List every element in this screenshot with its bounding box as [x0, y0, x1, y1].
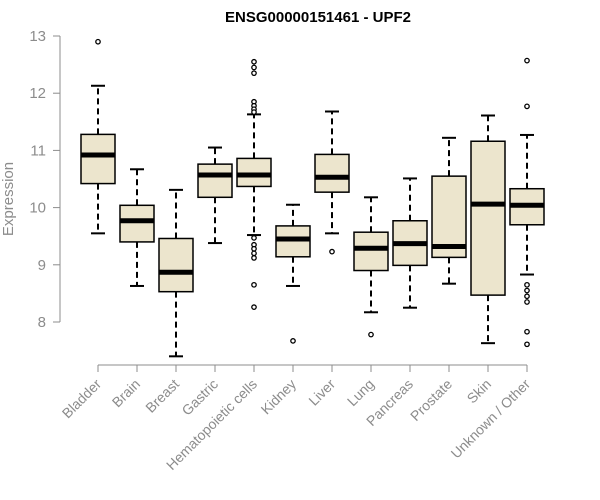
x-tick-label: Prostate — [407, 376, 455, 424]
box-kidney — [275, 203, 311, 344]
box-iqr — [431, 175, 467, 259]
outlier-point — [95, 38, 101, 45]
box-iqr — [197, 163, 233, 199]
box-prostate — [431, 136, 467, 285]
x-tick-label: Liver — [305, 376, 338, 409]
box-breast — [158, 188, 194, 358]
box-pancreas — [392, 177, 428, 309]
outlier-point — [251, 235, 257, 241]
box-unknown-other — [509, 57, 545, 348]
y-axis-label: Expression — [0, 162, 17, 236]
box-liver — [314, 110, 350, 255]
box-series — [80, 38, 545, 358]
y-tick-label: 9 — [38, 257, 46, 274]
box-iqr — [314, 153, 350, 193]
outlier-point — [524, 328, 530, 335]
chart-title: ENSG00000151461 - UPF2 — [225, 9, 411, 26]
outlier-point — [524, 103, 530, 110]
outlier-point — [524, 341, 530, 348]
box-lung — [353, 196, 389, 338]
box-iqr — [236, 157, 272, 188]
outlier-point — [524, 287, 530, 294]
box-iqr — [158, 237, 194, 293]
outlier-point — [251, 64, 257, 71]
outlier-point — [251, 109, 257, 115]
outlier-point — [524, 281, 530, 288]
box-iqr — [119, 204, 155, 243]
outlier-point — [251, 70, 257, 77]
outlier-point — [251, 245, 257, 252]
x-tick-label: Bladder — [59, 376, 105, 422]
x-tick-label: Breast — [142, 376, 182, 416]
box-hematopoietic-cells — [236, 58, 272, 310]
box-iqr — [353, 231, 389, 272]
outlier-point — [251, 281, 257, 288]
box-gastric — [197, 146, 233, 245]
outlier-point — [329, 248, 335, 255]
y-tick-label: 8 — [38, 314, 46, 331]
outlier-point — [251, 58, 257, 65]
y-axis: 8 9 10 11 12 13 — [29, 28, 61, 331]
y-tick-label: 13 — [29, 28, 46, 45]
x-tick-label: Skin — [464, 376, 495, 407]
outlier-point — [524, 57, 530, 64]
x-tick-label: Lung — [344, 376, 377, 409]
outlier-point — [251, 255, 257, 261]
box-iqr — [80, 133, 116, 185]
outlier-point — [251, 250, 257, 257]
outlier-point — [368, 331, 374, 338]
outlier-point — [524, 299, 530, 305]
x-tick-label: Kidney — [258, 376, 300, 418]
y-tick-label: 10 — [29, 200, 46, 217]
y-tick-label: 12 — [29, 85, 46, 102]
box-brain — [119, 168, 155, 287]
outlier-point — [251, 304, 257, 310]
outlier-point — [290, 338, 296, 344]
box-iqr — [470, 140, 506, 296]
x-tick-label: Brain — [109, 376, 143, 410]
box-skin — [470, 114, 506, 345]
box-bladder — [80, 38, 116, 235]
y-tick-label: 11 — [30, 142, 46, 159]
outlier-point — [524, 293, 530, 300]
